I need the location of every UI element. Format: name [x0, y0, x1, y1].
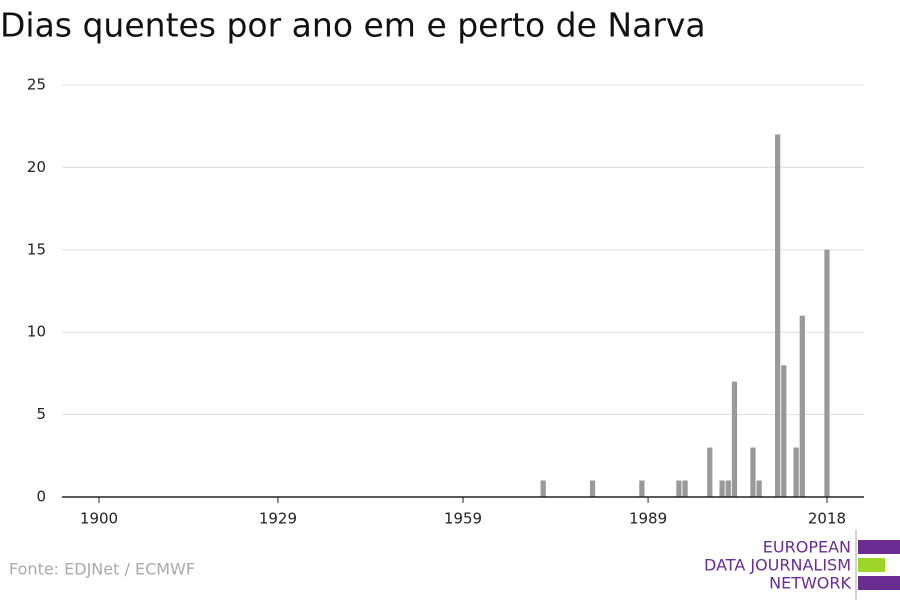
y-tick-label: 5: [36, 405, 46, 423]
bar: [750, 447, 756, 497]
x-tick-label: 2018: [808, 510, 846, 528]
logo-bar: [858, 558, 885, 572]
x-tick-label: 1959: [444, 510, 482, 528]
chart-title: Dias quentes por ano em e perto de Narva: [0, 6, 706, 45]
x-tick-label: 1900: [80, 510, 118, 528]
bar: [719, 480, 725, 497]
logo-text: EUROPEAN: [763, 538, 851, 557]
bar: [707, 447, 713, 497]
logo-text: DATA JOURNALISM: [704, 556, 851, 575]
y-tick-label: 20: [27, 158, 46, 176]
logo: EUROPEAN DATA JOURNALISM NETWORK: [704, 530, 900, 600]
bar: [824, 249, 830, 497]
y-tick-label: 10: [27, 323, 46, 341]
x-tick-label: 1989: [629, 510, 667, 528]
bar: [793, 447, 799, 497]
y-tick-label: 15: [27, 240, 46, 258]
y-tick-label: 0: [36, 488, 46, 506]
source: Fonte: EDJNet / ECMWF: [9, 560, 195, 579]
bar: [676, 480, 682, 497]
logo-text: NETWORK: [769, 574, 851, 593]
bar: [589, 480, 596, 497]
x-tick-label: 1929: [259, 510, 297, 528]
bar: [725, 480, 731, 497]
logo-bar: [858, 540, 900, 554]
bar: [540, 480, 546, 497]
bar: [756, 480, 762, 497]
bar: [799, 315, 805, 497]
y-tick-label: 25: [27, 76, 46, 94]
bar: [775, 134, 781, 497]
bar: [731, 381, 738, 497]
bar: [781, 365, 787, 497]
bar: [639, 480, 645, 497]
bar: [682, 480, 688, 497]
logo-bar: [858, 576, 900, 590]
